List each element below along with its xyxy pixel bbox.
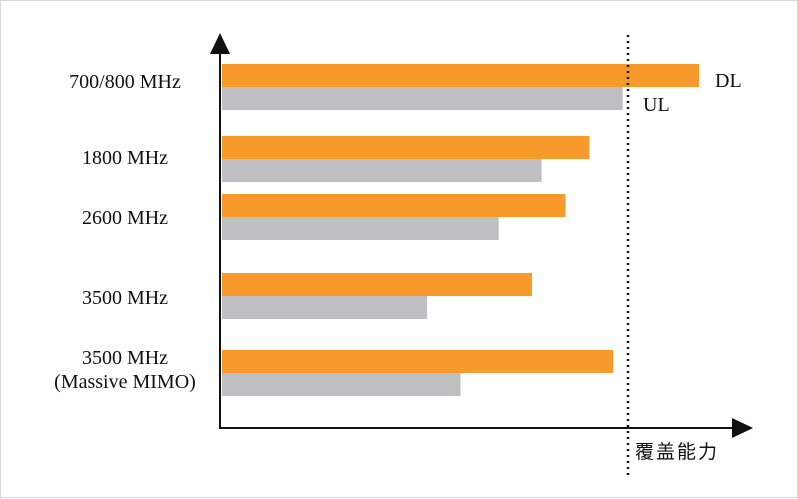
bar-dl-2: [222, 194, 566, 217]
bar-dl-3: [222, 273, 532, 296]
axes: [210, 33, 753, 438]
bar-ul-2: [222, 217, 499, 240]
legend-dl-label: DL: [715, 70, 742, 92]
x-axis-title: 覆盖能力: [635, 441, 719, 463]
x-axis-arrow: [732, 418, 753, 438]
bar-dl-1: [222, 136, 590, 159]
category-label-1: 1800 MHz: [82, 147, 168, 169]
bar-group: [222, 64, 699, 396]
bar-dl-4: [222, 350, 614, 373]
bar-ul-3: [222, 296, 428, 319]
category-label-0: 700/800 MHz: [69, 71, 181, 93]
bar-dl-0: [222, 64, 699, 87]
legend-ul-label: UL: [643, 94, 670, 116]
bar-ul-0: [222, 87, 623, 110]
bar-ul-4: [222, 373, 461, 396]
bar-ul-1: [222, 159, 542, 182]
category-labels: 700/800 MHz 1800 MHz 2600 MHz 3500 MHz 3500 …: [54, 71, 196, 393]
category-label-4: 3500 MHz (Massive MIMO): [54, 347, 196, 393]
category-label-3: 3500 MHz: [82, 287, 168, 309]
y-axis-arrow: [210, 33, 230, 54]
category-label-2: 2600 MHz: [82, 207, 168, 229]
